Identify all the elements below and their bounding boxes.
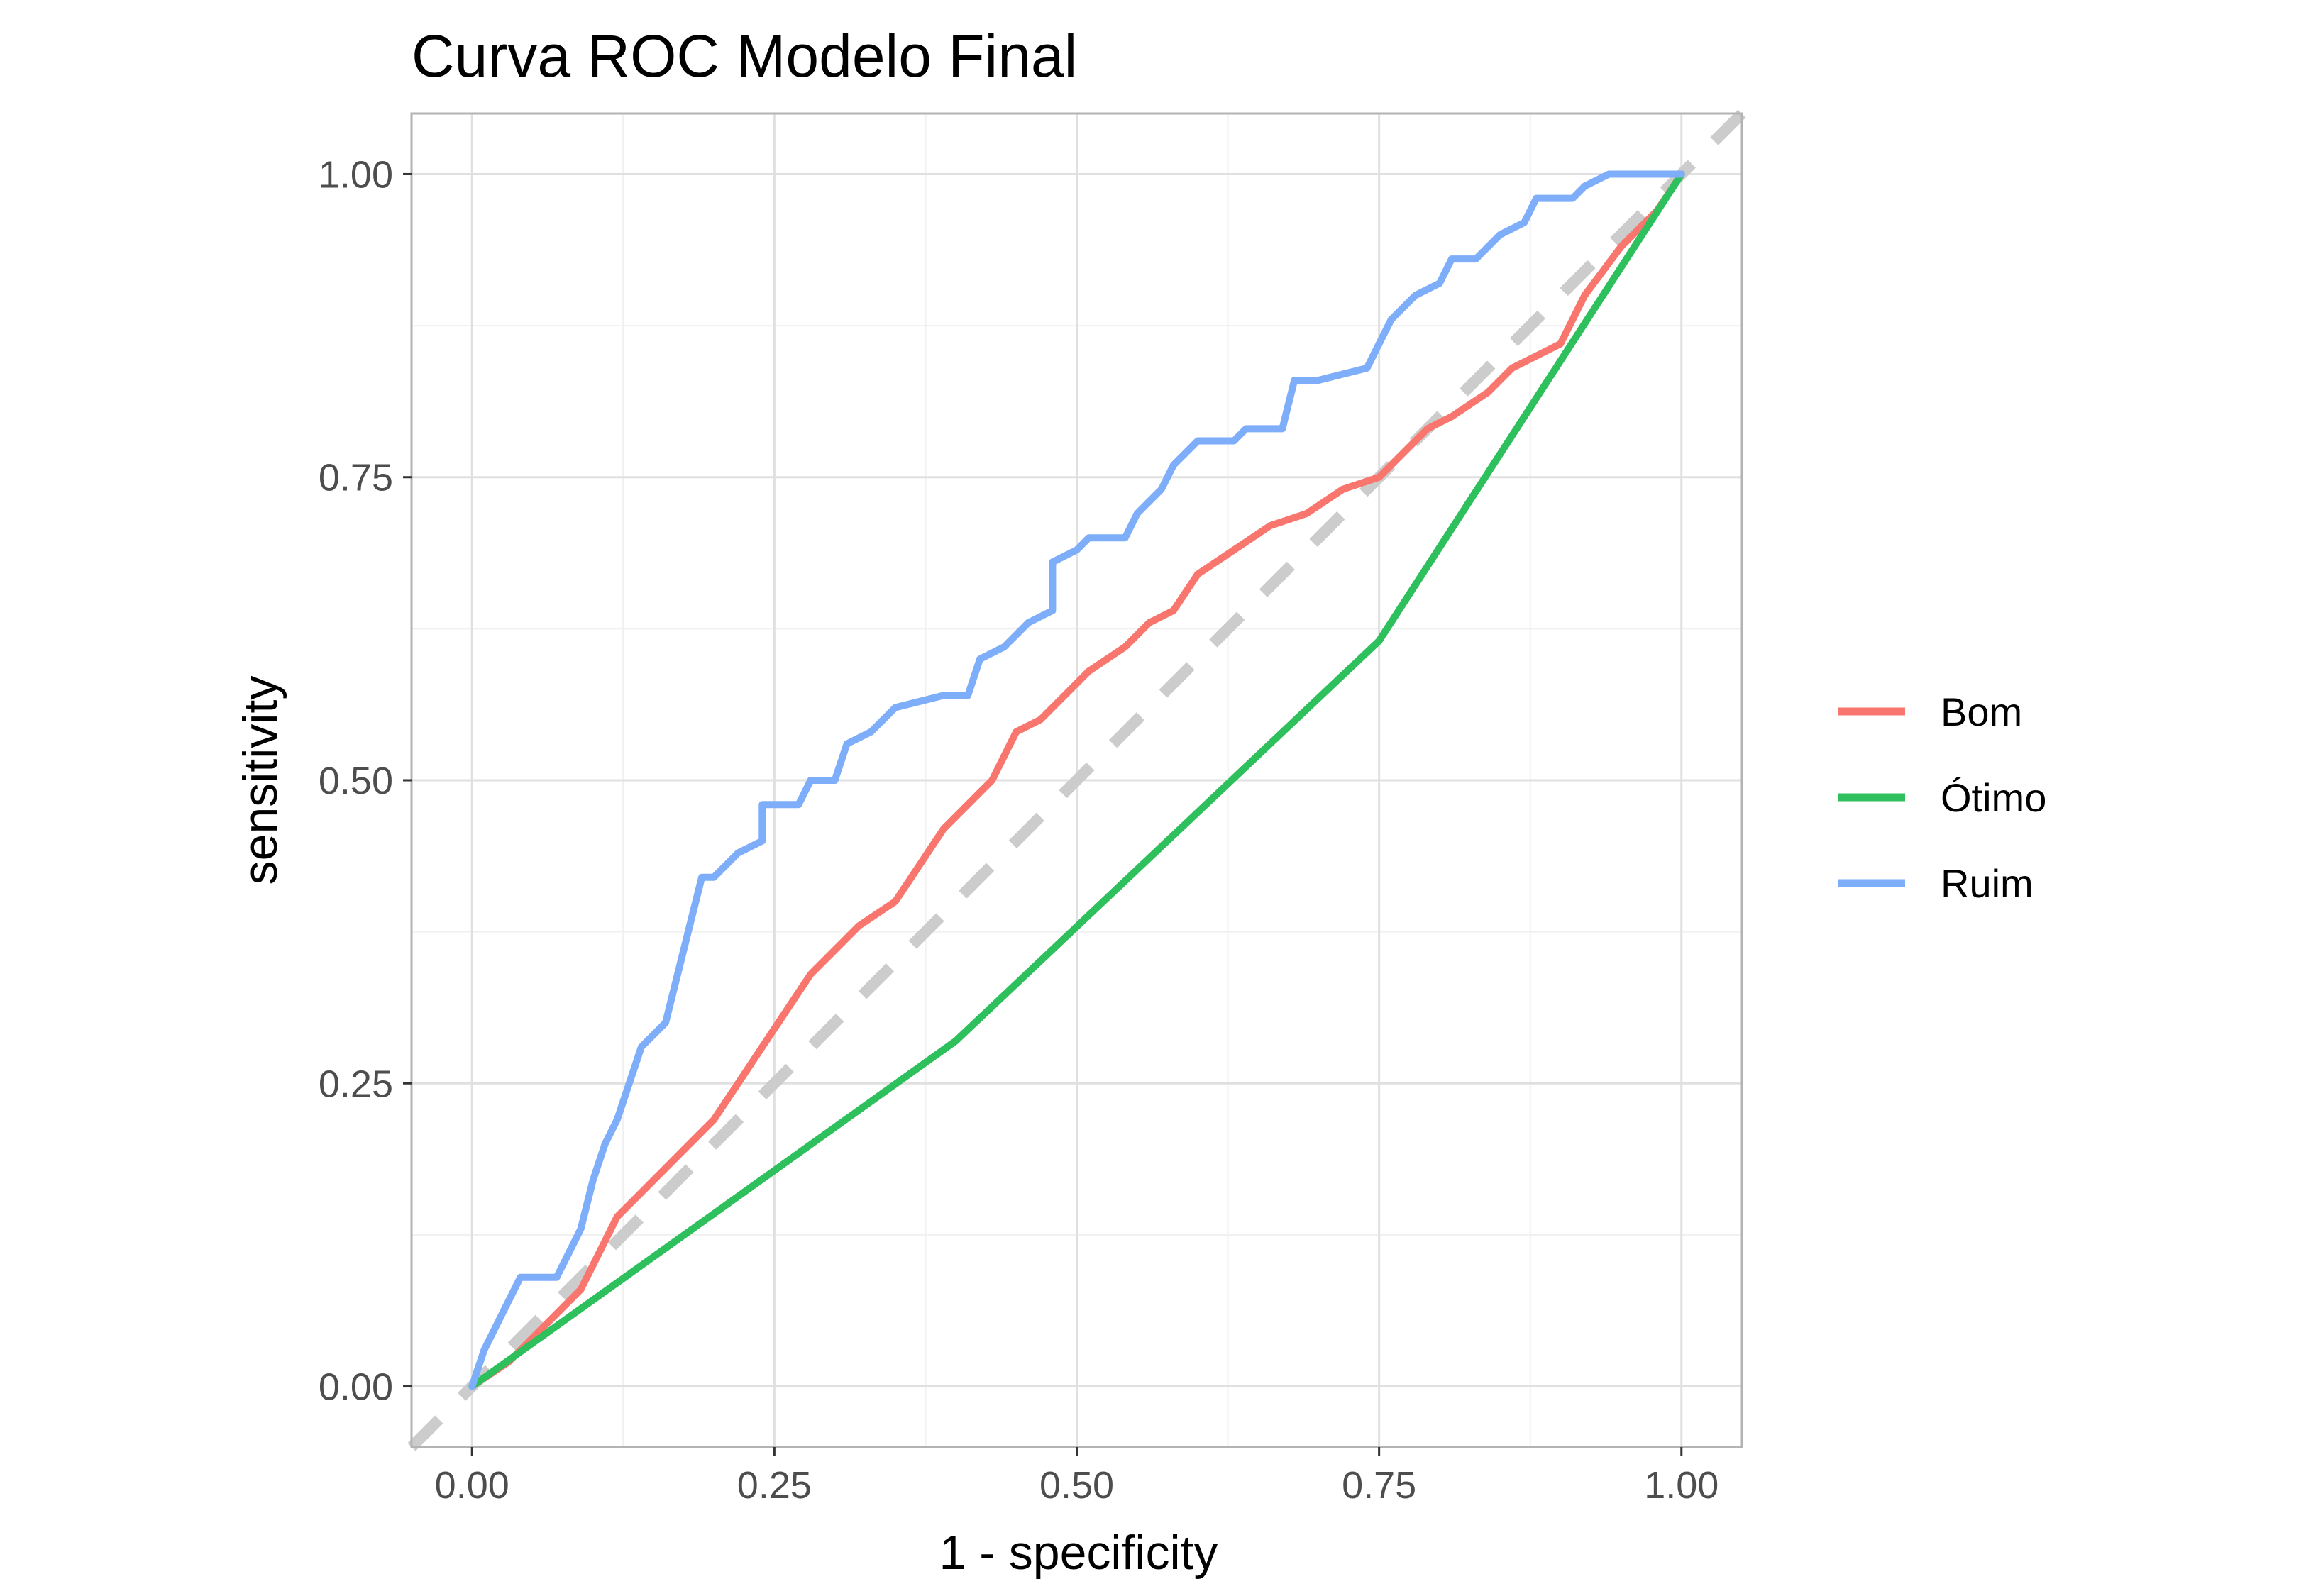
series-line-ótimo xyxy=(468,170,1685,1390)
x-tick-label: 0.50 xyxy=(1039,1464,1114,1507)
reference-line xyxy=(407,109,1746,1451)
x-tick-label: 0.00 xyxy=(435,1464,509,1507)
y-tick-label: 0.25 xyxy=(319,1063,393,1105)
x-axis-ticks: 0.00 0.25 0.50 0.75 1.00 xyxy=(435,1447,1719,1507)
legend-label-ruim: Ruim xyxy=(1941,861,2034,906)
legend-label-ótimo: Ótimo xyxy=(1941,775,2046,820)
legend: Bom Ótimo Ruim xyxy=(1838,689,2046,906)
y-axis-title: sensitivity xyxy=(233,676,287,885)
y-tick-label: 0.50 xyxy=(319,760,393,802)
y-tick-label: 1.00 xyxy=(319,153,393,196)
x-axis-title: 1 - specificity xyxy=(939,1526,1218,1580)
series-line-ruim xyxy=(468,170,1685,1390)
y-axis-ticks: 0.00 0.25 0.50 0.75 1.00 xyxy=(319,153,412,1409)
series-lines xyxy=(468,170,1685,1390)
x-tick-label: 0.25 xyxy=(737,1464,812,1507)
reference-diagonal xyxy=(407,109,1746,1451)
x-tick-label: 0.75 xyxy=(1342,1464,1416,1507)
series-line-bom xyxy=(468,170,1685,1390)
x-tick-label: 1.00 xyxy=(1644,1464,1719,1507)
y-tick-label: 0.75 xyxy=(319,457,393,499)
legend-label-bom: Bom xyxy=(1941,689,2022,734)
chart-title: Curva ROC Modelo Final xyxy=(412,23,1077,89)
y-tick-label: 0.00 xyxy=(319,1366,393,1409)
